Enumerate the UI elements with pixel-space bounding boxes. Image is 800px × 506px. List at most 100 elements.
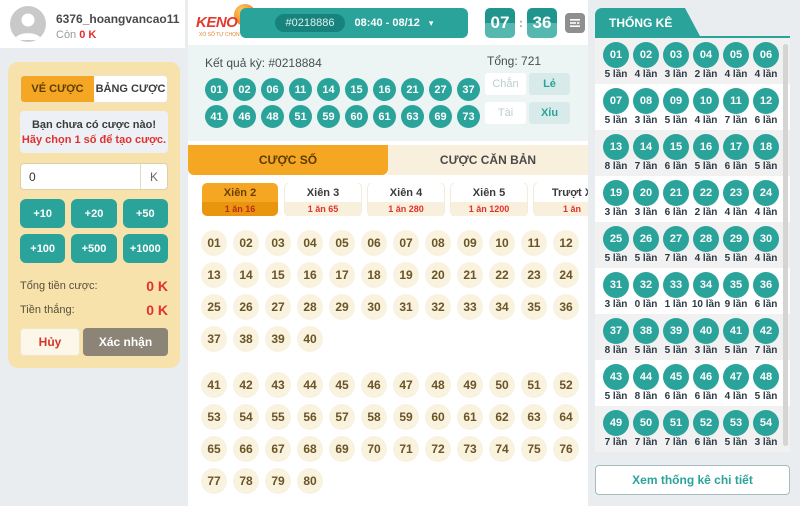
number-cell[interactable]: 36 (553, 294, 579, 320)
bet-type-tab[interactable]: Trượt X1 ăn (534, 183, 588, 216)
number-cell[interactable]: 39 (265, 326, 291, 352)
number-cell[interactable]: 12 (553, 230, 579, 256)
number-cell[interactable]: 55 (265, 404, 291, 430)
number-cell[interactable]: 25 (201, 294, 227, 320)
number-cell[interactable]: 60 (425, 404, 451, 430)
view-detail-stats-button[interactable]: Xem thống kê chi tiết (595, 465, 790, 495)
number-cell[interactable]: 64 (553, 404, 579, 430)
number-cell[interactable]: 04 (297, 230, 323, 256)
number-cell[interactable]: 15 (265, 262, 291, 288)
number-cell[interactable]: 07 (393, 230, 419, 256)
number-cell[interactable]: 50 (489, 372, 515, 398)
number-cell[interactable]: 45 (329, 372, 355, 398)
quick-amount-button[interactable]: +500 (71, 234, 117, 263)
number-cell[interactable]: 53 (201, 404, 227, 430)
number-cell[interactable]: 23 (521, 262, 547, 288)
number-cell[interactable]: 26 (233, 294, 259, 320)
number-cell[interactable]: 65 (201, 436, 227, 462)
number-cell[interactable]: 72 (425, 436, 451, 462)
number-cell[interactable]: 75 (521, 436, 547, 462)
quick-amount-button[interactable]: +50 (122, 199, 168, 228)
number-cell[interactable]: 51 (521, 372, 547, 398)
tab-bang-cuoc[interactable]: BẢNG CƯỢC (95, 83, 166, 95)
number-cell[interactable]: 17 (329, 262, 355, 288)
bet-amount-input[interactable]: 0 K (20, 163, 168, 190)
number-cell[interactable]: 09 (457, 230, 483, 256)
number-cell[interactable]: 37 (201, 326, 227, 352)
number-cell[interactable]: 46 (361, 372, 387, 398)
number-cell[interactable]: 49 (457, 372, 483, 398)
number-cell[interactable]: 32 (425, 294, 451, 320)
number-cell[interactable]: 71 (393, 436, 419, 462)
number-cell[interactable]: 19 (393, 262, 419, 288)
number-cell[interactable]: 27 (265, 294, 291, 320)
number-cell[interactable]: 58 (361, 404, 387, 430)
number-cell[interactable]: 31 (393, 294, 419, 320)
tab-cuoc-can-ban[interactable]: CƯỢC CĂN BẢN (388, 145, 588, 175)
number-cell[interactable]: 67 (265, 436, 291, 462)
tab-ve-cuoc[interactable]: VÉ CƯỢC (21, 76, 94, 102)
number-cell[interactable]: 56 (297, 404, 323, 430)
number-cell[interactable]: 66 (233, 436, 259, 462)
statistics-scrollbar[interactable] (783, 44, 788, 446)
number-cell[interactable]: 34 (489, 294, 515, 320)
tab-cuoc-so[interactable]: CƯỢC SỐ (188, 145, 388, 175)
quick-amount-button[interactable]: +10 (20, 199, 66, 228)
number-cell[interactable]: 05 (329, 230, 355, 256)
number-cell[interactable]: 06 (361, 230, 387, 256)
number-cell[interactable]: 18 (361, 262, 387, 288)
number-cell[interactable]: 28 (297, 294, 323, 320)
number-cell[interactable]: 08 (425, 230, 451, 256)
number-cell[interactable]: 47 (393, 372, 419, 398)
number-cell[interactable]: 16 (297, 262, 323, 288)
number-cell[interactable]: 22 (489, 262, 515, 288)
number-cell[interactable]: 73 (457, 436, 483, 462)
number-cell[interactable]: 21 (457, 262, 483, 288)
number-cell[interactable]: 69 (329, 436, 355, 462)
number-cell[interactable]: 35 (521, 294, 547, 320)
quick-amount-button[interactable]: +1000 (122, 234, 168, 263)
number-cell[interactable]: 59 (393, 404, 419, 430)
number-cell[interactable]: 02 (233, 230, 259, 256)
bet-amount-value[interactable]: 0 (29, 169, 36, 184)
number-cell[interactable]: 57 (329, 404, 355, 430)
number-cell[interactable]: 10 (489, 230, 515, 256)
number-cell[interactable]: 11 (521, 230, 547, 256)
number-cell[interactable]: 48 (425, 372, 451, 398)
number-cell[interactable]: 62 (489, 404, 515, 430)
number-cell[interactable]: 40 (297, 326, 323, 352)
number-cell[interactable]: 76 (553, 436, 579, 462)
number-cell[interactable]: 24 (553, 262, 579, 288)
number-cell[interactable]: 80 (297, 468, 323, 494)
number-cell[interactable]: 20 (425, 262, 451, 288)
number-cell[interactable]: 13 (201, 262, 227, 288)
number-cell[interactable]: 30 (361, 294, 387, 320)
number-cell[interactable]: 42 (233, 372, 259, 398)
number-cell[interactable]: 54 (233, 404, 259, 430)
cancel-button[interactable]: Hủy (20, 328, 80, 356)
number-cell[interactable]: 61 (457, 404, 483, 430)
number-cell[interactable]: 41 (201, 372, 227, 398)
number-cell[interactable]: 79 (265, 468, 291, 494)
confirm-button[interactable]: Xác nhận (83, 328, 168, 356)
session-selector[interactable]: #0218886 08:40 - 08/12 ▾ (240, 8, 468, 38)
number-cell[interactable]: 29 (329, 294, 355, 320)
number-cell[interactable]: 68 (297, 436, 323, 462)
number-cell[interactable]: 63 (521, 404, 547, 430)
number-cell[interactable]: 44 (297, 372, 323, 398)
number-cell[interactable]: 38 (233, 326, 259, 352)
number-cell[interactable]: 70 (361, 436, 387, 462)
quick-amount-button[interactable]: +20 (71, 199, 117, 228)
number-cell[interactable]: 52 (553, 372, 579, 398)
number-cell[interactable]: 01 (201, 230, 227, 256)
number-cell[interactable]: 77 (201, 468, 227, 494)
number-cell[interactable]: 33 (457, 294, 483, 320)
number-cell[interactable]: 74 (489, 436, 515, 462)
number-cell[interactable]: 78 (233, 468, 259, 494)
number-cell[interactable]: 03 (265, 230, 291, 256)
number-cell[interactable]: 14 (233, 262, 259, 288)
